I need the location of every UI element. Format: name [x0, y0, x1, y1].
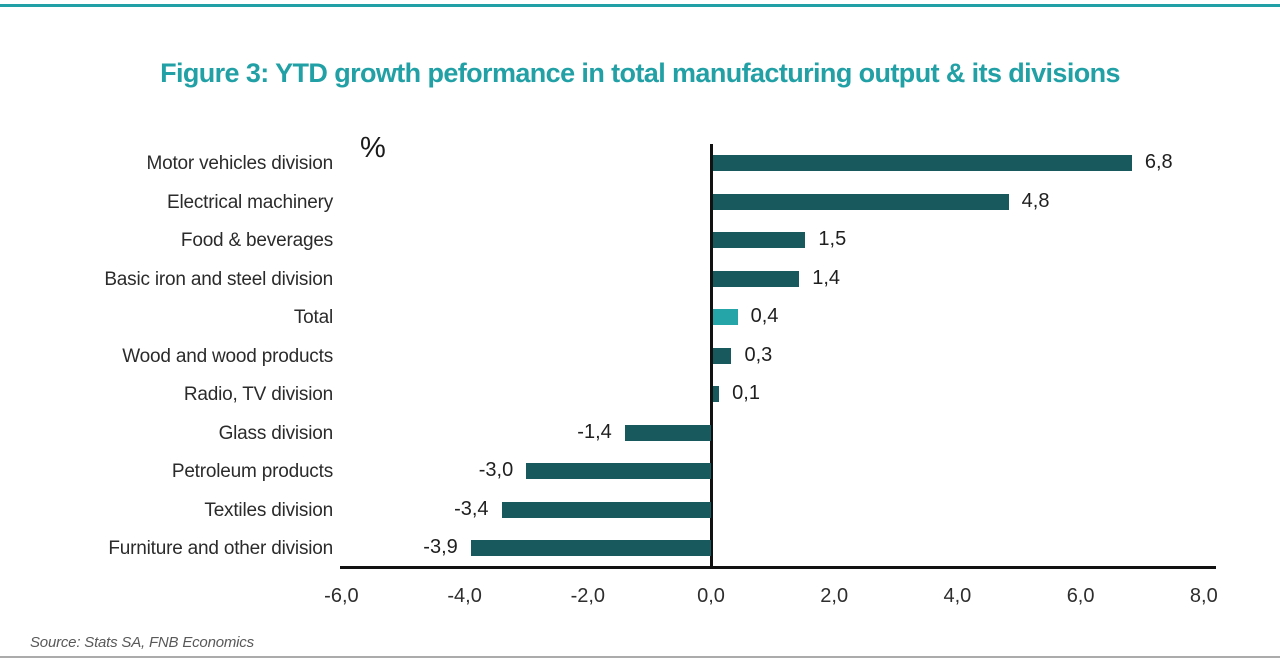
- value-label: 1,5: [818, 228, 847, 250]
- zero-axis-line: [710, 144, 713, 568]
- bar: [713, 155, 1132, 171]
- bar: [713, 270, 800, 287]
- bar: [713, 193, 1009, 210]
- x-tick-label: -2,0: [570, 585, 606, 607]
- x-tick-label: 0,0: [697, 585, 725, 607]
- category-label: Radio, TV division: [183, 384, 333, 405]
- chart-title: Figure 3: YTD growth peformance in total…: [160, 58, 1120, 89]
- bar: [501, 501, 711, 518]
- category-label: Total: [293, 307, 333, 328]
- value-label: -3,9: [423, 536, 458, 558]
- bar: [713, 232, 806, 248]
- unit-label: %: [360, 132, 386, 164]
- category-label: Electrical machinery: [167, 191, 333, 213]
- category-label: Furniture and other division: [108, 538, 333, 559]
- x-tick-label: -6,0: [324, 585, 359, 607]
- x-axis-line: [340, 566, 1216, 569]
- value-label: -1,4: [577, 420, 612, 443]
- category-label: Food & beverages: [180, 230, 333, 251]
- x-tick-label: 4,0: [943, 585, 972, 607]
- category-label: Glass division: [218, 422, 334, 444]
- category-label: Basic iron and steel division: [104, 268, 333, 290]
- category-label: Petroleum products: [171, 461, 333, 482]
- bar: [624, 424, 711, 441]
- bar: [526, 463, 711, 479]
- category-label: Wood and wood products: [122, 345, 333, 367]
- x-tick-label: 6,0: [1066, 585, 1095, 607]
- category-label: Motor vehicles division: [146, 153, 333, 174]
- x-tick-label: -4,0: [447, 585, 482, 607]
- value-label: -3,4: [454, 497, 489, 520]
- value-label: 0,1: [732, 382, 760, 404]
- bar: [470, 540, 711, 556]
- bar: [713, 347, 732, 364]
- bar: [713, 309, 738, 325]
- value-label: 4,8: [1021, 189, 1050, 212]
- source-note: Source: Stats SA, FNB Economics: [30, 634, 254, 651]
- value-label: 1,4: [812, 266, 841, 289]
- bottom-rule: [0, 656, 1280, 658]
- top-accent-rule: [0, 4, 1280, 7]
- value-label: 0,3: [744, 343, 773, 366]
- value-label: 6,8: [1144, 151, 1173, 173]
- value-label: -3,0: [478, 459, 514, 481]
- x-tick-label: 8,0: [1189, 585, 1218, 607]
- bar: [713, 386, 720, 402]
- value-label: 0,4: [750, 305, 779, 327]
- x-tick-label: 2,0: [820, 585, 849, 607]
- category-label: Textiles division: [204, 499, 333, 521]
